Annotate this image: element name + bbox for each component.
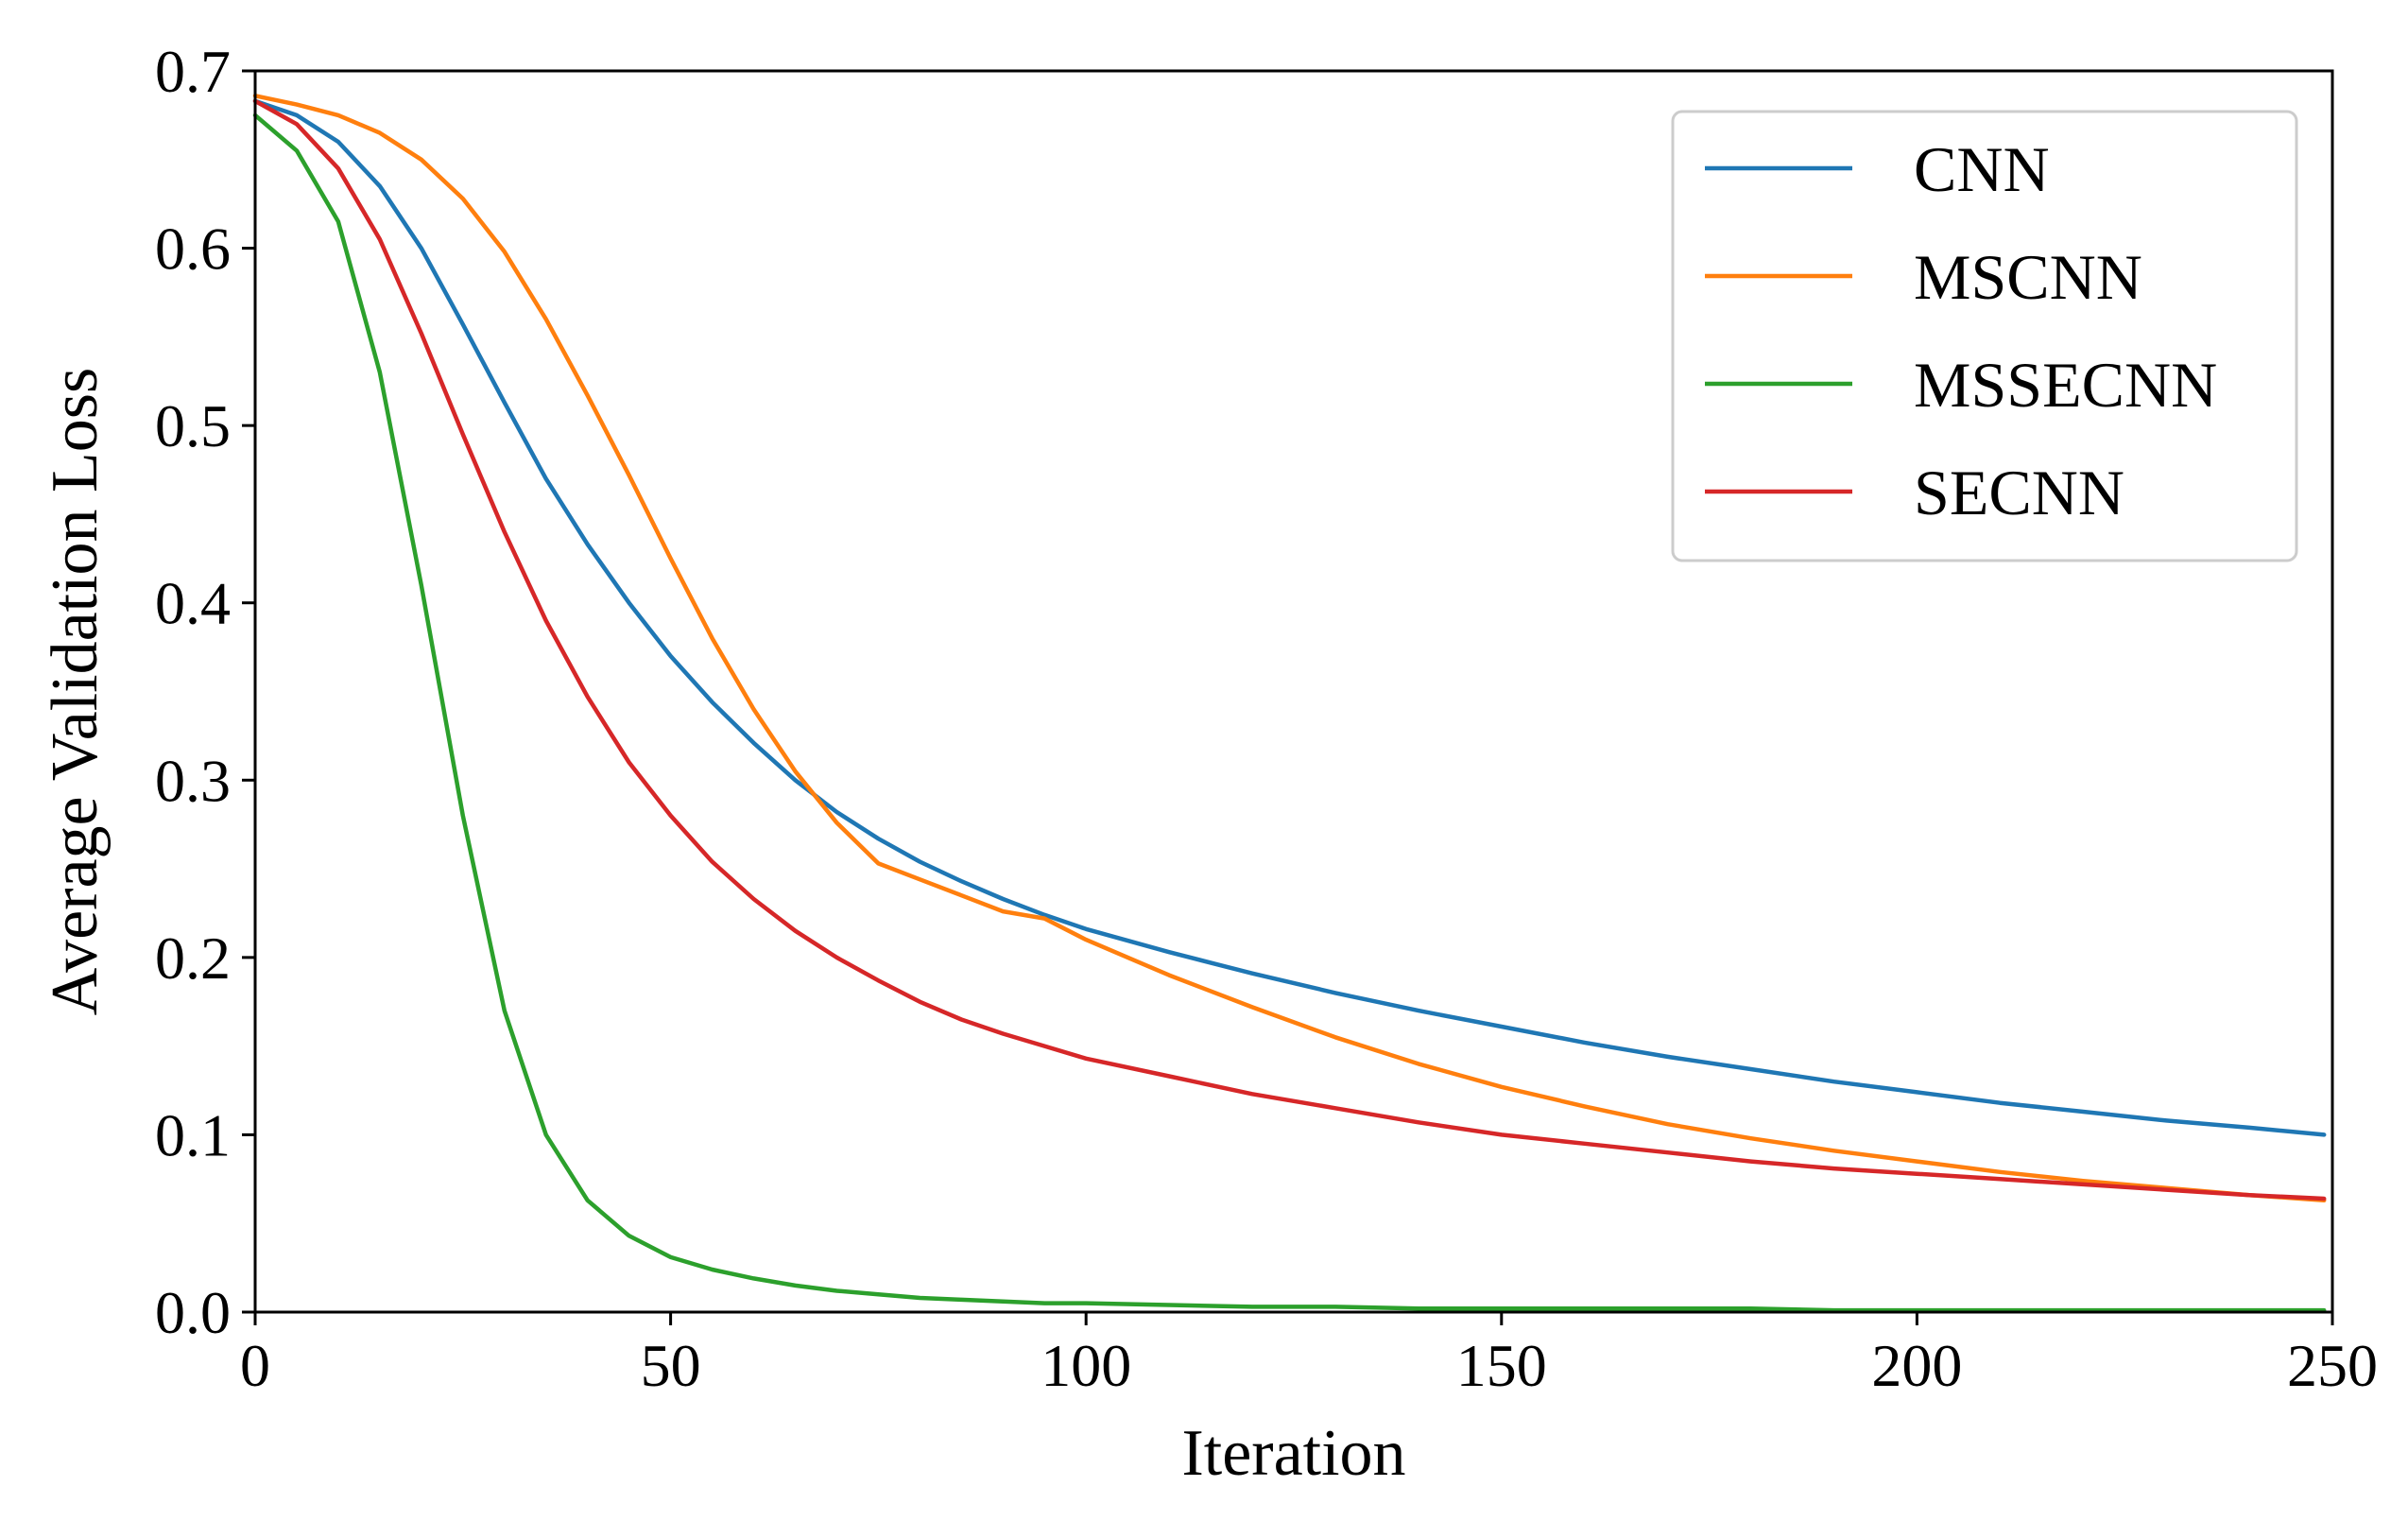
y-axis-label: Average Validation Loss xyxy=(39,368,112,1016)
series-line-mscnn xyxy=(252,94,2327,1203)
y-tick-label: 0.3 xyxy=(155,747,231,814)
x-axis-label: Iteration xyxy=(1181,1417,1405,1490)
x-tick-label: 50 xyxy=(641,1332,701,1399)
x-tick-label: 0 xyxy=(240,1332,270,1399)
series-line-secnn xyxy=(252,98,2327,1201)
y-tick-label: 0.1 xyxy=(155,1101,231,1168)
axes-layer: 0 50 100 150 200 250 0.0 0.1 0.2 0.3 0.4 0.5 0.6 0.7 I… xyxy=(39,38,2378,1490)
legend-label-mssecnn: MSSECNN xyxy=(1914,349,2217,421)
legend: CNN MSCNN MSSECNN SECNN xyxy=(1671,110,2298,562)
legend-box xyxy=(1671,110,2298,562)
y-tick-label: 0.4 xyxy=(155,570,231,637)
plot-layer xyxy=(252,94,2327,1313)
x-tick-label: 250 xyxy=(2287,1332,2378,1399)
series-line-cnn xyxy=(252,98,2327,1137)
x-tick-label: 150 xyxy=(1456,1332,1547,1399)
series-line-mssecnn xyxy=(252,112,2327,1313)
x-tick-label: 100 xyxy=(1041,1332,1131,1399)
y-tick-label: 0.2 xyxy=(155,925,231,992)
y-tick-label: 0.5 xyxy=(155,392,231,459)
y-tick-label: 0.7 xyxy=(155,38,231,105)
legend-label-mscnn: MSCNN xyxy=(1914,241,2142,313)
y-tick-label: 0.0 xyxy=(155,1279,231,1346)
legend-label-secnn: SECNN xyxy=(1914,457,2124,528)
legend-label-cnn: CNN xyxy=(1914,133,2050,205)
x-tick-label: 200 xyxy=(1871,1332,1962,1399)
plot-frame xyxy=(253,69,2334,1314)
y-tick-label: 0.6 xyxy=(155,216,231,283)
